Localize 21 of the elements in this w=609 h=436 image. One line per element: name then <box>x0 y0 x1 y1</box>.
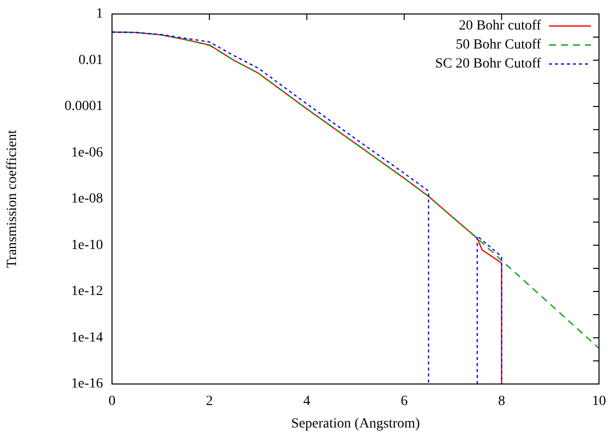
y-tick-label: 1e-08 <box>71 192 103 207</box>
line-series <box>112 31 599 349</box>
x-tick-label: 2 <box>206 394 213 410</box>
y-tick-label: 0.0001 <box>64 99 103 114</box>
y-tick-label: 0.01 <box>78 52 103 68</box>
x-tick-label: 10 <box>592 394 606 410</box>
y-tick-label: 1e-14 <box>71 330 103 346</box>
y-tick-label: 1e-10 <box>71 238 103 253</box>
x-tick-label: 0 <box>108 394 116 410</box>
y-tick-label: 1e-06 <box>71 145 103 160</box>
x-axis-title: Seperation (Angstrom) <box>291 416 420 432</box>
y-tick-label: 1 <box>96 6 103 22</box>
x-tick-label: 6 <box>400 394 408 410</box>
x-tick-label: 4 <box>303 394 310 410</box>
y-axis-title: Transmission coefficient <box>5 130 20 268</box>
x-tick-label: 8 <box>498 394 506 410</box>
y-tick-label: 1e-12 <box>71 284 103 300</box>
legend-label: 20 Bohr cutoff <box>458 18 542 34</box>
legend-label: SC 20 Bohr Cutoff <box>435 56 542 72</box>
y-tick-label: 1e-16 <box>71 376 103 392</box>
legend-label: 50 Bohr Cutoff <box>456 38 542 53</box>
